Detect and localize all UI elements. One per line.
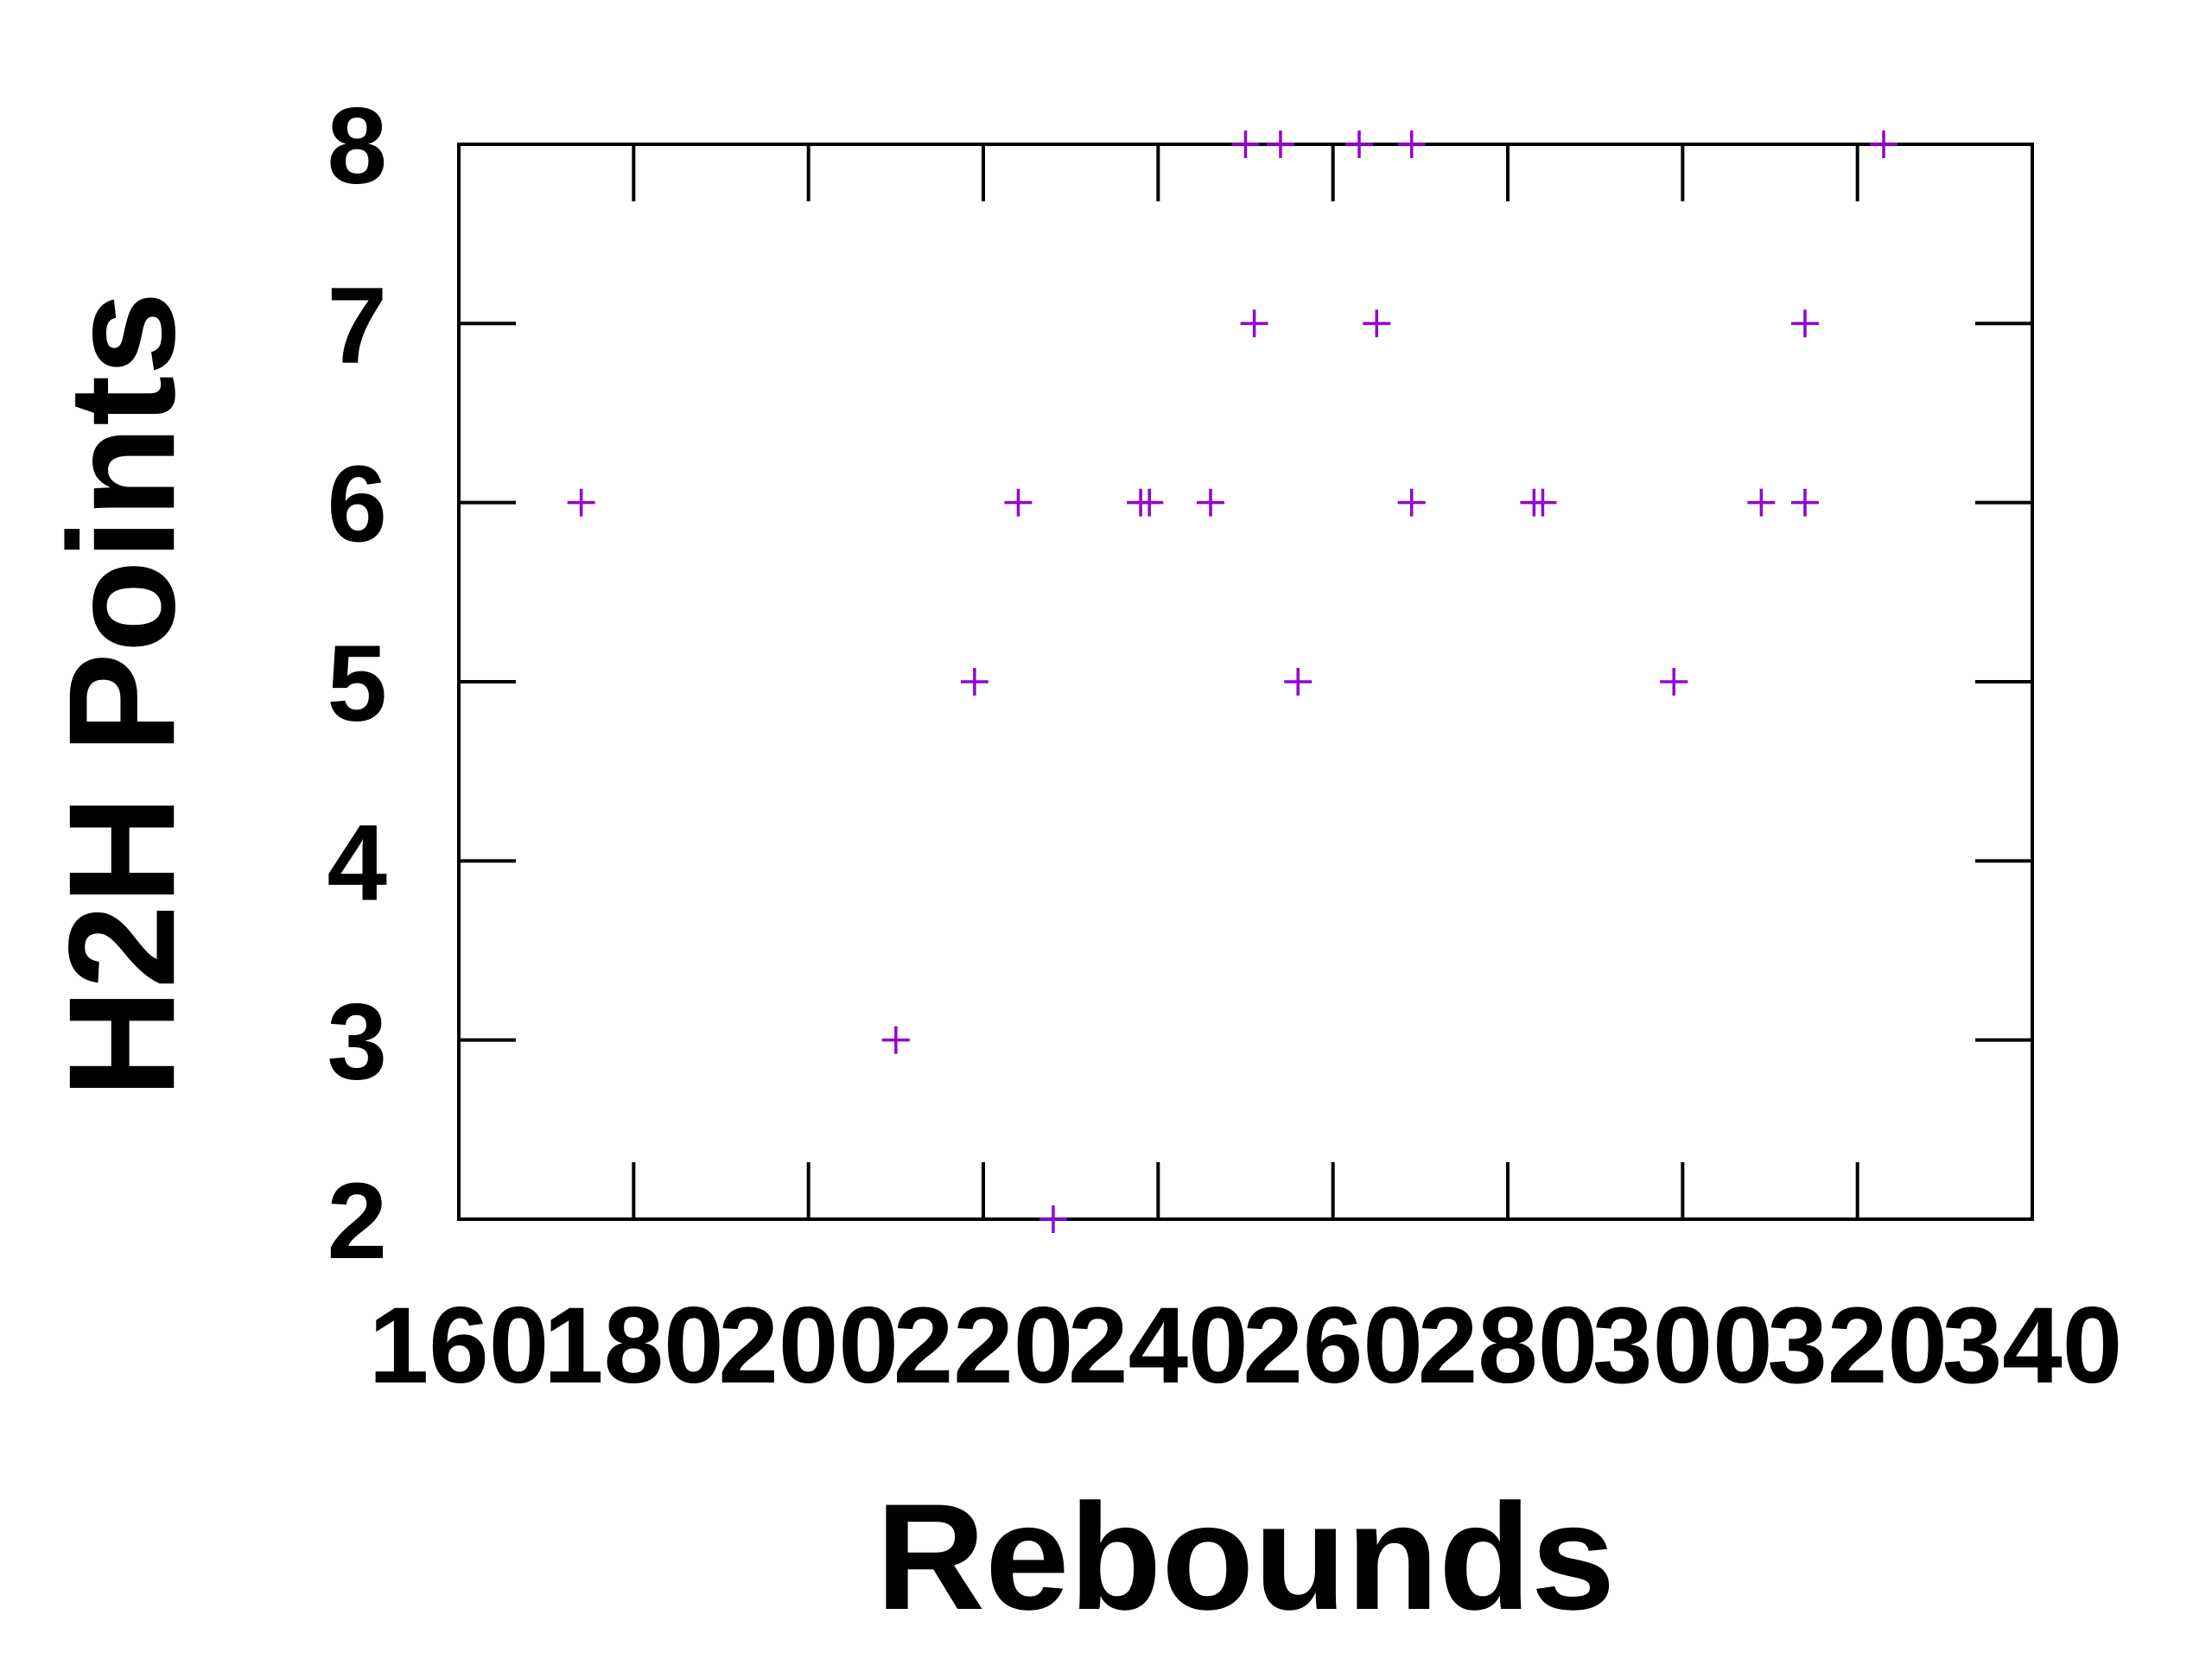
x-tick-label: 320	[1767, 1286, 1948, 1406]
data-point	[1135, 488, 1164, 517]
x-tick-label: 260	[1243, 1286, 1423, 1406]
y-tick-label: 2	[327, 1161, 387, 1281]
data-point	[1284, 668, 1313, 696]
x-tick-label: 220	[893, 1286, 1074, 1406]
data-point	[1231, 130, 1260, 158]
data-point	[1004, 488, 1033, 517]
y-tick-labels: 2 3 4 5 6 7 8	[327, 86, 387, 1281]
axis-ticks	[457, 143, 2034, 1221]
x-axis-title: Rebounds	[876, 1473, 1616, 1642]
data-point	[1397, 488, 1426, 517]
data-point	[1870, 130, 1898, 158]
x-tick-label: 280	[1418, 1286, 1599, 1406]
data-point	[881, 1026, 910, 1054]
data-point	[1529, 488, 1557, 517]
x-tick-label: 300	[1592, 1286, 1773, 1406]
data-point	[1345, 130, 1374, 158]
x-tick-label: 200	[718, 1286, 899, 1406]
x-tick-label: 160	[369, 1286, 550, 1406]
data-point	[1790, 309, 1819, 338]
data-point	[1197, 488, 1225, 517]
data-point	[960, 668, 988, 696]
data-point	[1747, 488, 1776, 517]
data-point	[1266, 130, 1294, 158]
y-tick-label: 7	[327, 265, 387, 385]
data-point	[1240, 309, 1268, 338]
y-tick-label: 4	[327, 803, 387, 923]
y-tick-label: 3	[327, 982, 387, 1103]
x-tick-label: 240	[1068, 1286, 1249, 1406]
x-tick-label: 180	[543, 1286, 724, 1406]
data-point	[1790, 488, 1819, 517]
data-point	[1363, 309, 1391, 338]
data-point	[1397, 130, 1426, 158]
data-point	[1039, 1205, 1067, 1233]
y-tick-label: 6	[327, 445, 387, 565]
y-axis-title: H2H Points	[38, 291, 207, 1097]
data-point	[1660, 668, 1688, 696]
data-points	[567, 130, 1898, 1233]
y-tick-label: 8	[327, 86, 387, 207]
x-tick-label: 340	[1942, 1286, 2123, 1406]
plot-frame	[457, 143, 2034, 1221]
y-tick-label: 5	[327, 624, 387, 744]
data-point	[567, 488, 595, 517]
